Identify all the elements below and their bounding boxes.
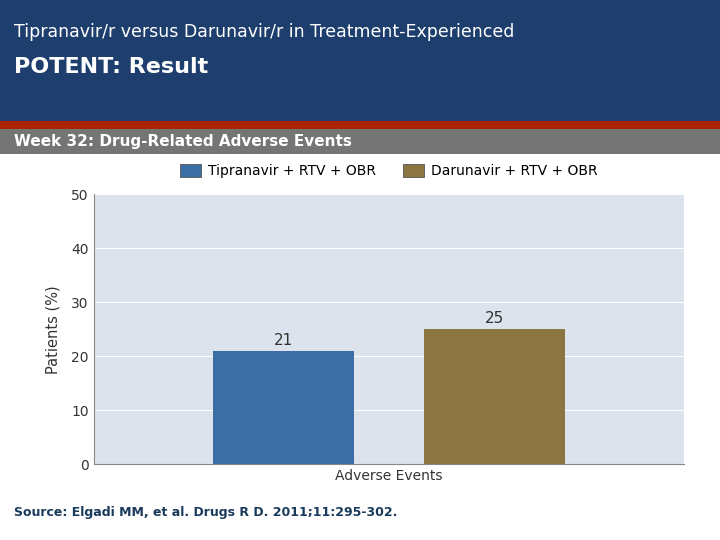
Text: 21: 21 xyxy=(274,333,293,348)
Text: Source: Elgadi MM, et al. Drugs R D. 2011;11:295-302.: Source: Elgadi MM, et al. Drugs R D. 201… xyxy=(14,505,397,519)
Bar xyxy=(213,351,354,464)
Text: 25: 25 xyxy=(485,311,504,326)
Y-axis label: Patients (%): Patients (%) xyxy=(45,285,60,374)
Bar xyxy=(424,329,564,464)
Text: POTENT: Result: POTENT: Result xyxy=(14,57,209,77)
Legend: Tipranavir + RTV + OBR, Darunavir + RTV + OBR: Tipranavir + RTV + OBR, Darunavir + RTV … xyxy=(174,159,603,184)
Text: Week 32: Drug-Related Adverse Events: Week 32: Drug-Related Adverse Events xyxy=(14,134,352,149)
Text: Tipranavir/r versus Darunavir/r in Treatment-Experienced: Tipranavir/r versus Darunavir/r in Treat… xyxy=(14,23,515,40)
